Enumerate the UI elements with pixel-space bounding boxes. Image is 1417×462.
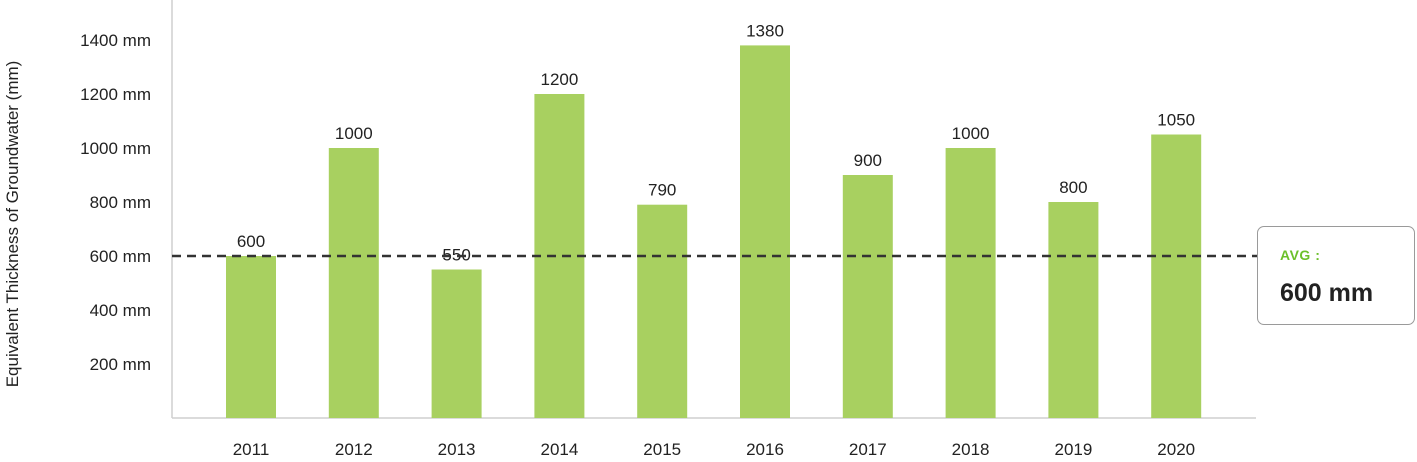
- bars: [226, 45, 1202, 419]
- y-tick-label: 1000 mm: [80, 139, 151, 158]
- y-tick-label: 1400 mm: [80, 31, 151, 50]
- x-tick-label-2017: 2017: [849, 440, 887, 459]
- bar-2017: [842, 175, 893, 418]
- data-label-2014: 1200: [540, 70, 578, 89]
- data-label-2011: 600: [237, 232, 265, 251]
- data-label-2015: 790: [648, 181, 676, 200]
- y-axis-title: Equivalent Thickness of Groundwater (mm): [3, 61, 22, 388]
- average-label: AVG :: [1280, 247, 1321, 263]
- data-label-2012: 1000: [335, 124, 373, 143]
- x-tick-label-2012: 2012: [335, 440, 373, 459]
- x-axis-ticks: 2011 2012 2013 2014 2015 2016 2017 2018 2019 2020: [233, 440, 1195, 459]
- bar-2015: [637, 204, 688, 418]
- x-tick-label-2016: 2016: [746, 440, 784, 459]
- y-tick-label: 400 mm: [90, 301, 151, 320]
- x-tick-label-2015: 2015: [643, 440, 681, 459]
- bar-2011: [226, 256, 276, 418]
- x-tick-label-2019: 2019: [1054, 440, 1092, 459]
- y-tick-label: 600 mm: [90, 247, 151, 266]
- x-tick-label-2013: 2013: [438, 440, 476, 459]
- bar-2013: [431, 269, 482, 418]
- data-labels: 600 1000 550 1200 790 1380 900 1000 800 1050: [237, 21, 1195, 264]
- data-label-2013: 550: [442, 246, 470, 265]
- x-tick-label-2014: 2014: [540, 440, 578, 459]
- bar-2012: [328, 148, 379, 418]
- bar-2018: [945, 148, 996, 418]
- bar-2020: [1151, 134, 1202, 418]
- y-tick-label: 800 mm: [90, 193, 151, 212]
- bar-2014: [534, 94, 585, 418]
- y-tick-label: 200 mm: [90, 355, 151, 374]
- bar-2019: [1048, 202, 1099, 418]
- bar-2016: [740, 45, 790, 419]
- y-axis-ticks: 200 mm 400 mm 600 mm 800 mm 1000 mm 1200 mm 14…: [80, 31, 151, 374]
- average-callout: AVG : 600 mm: [1257, 226, 1415, 325]
- average-value: 600 mm: [1280, 279, 1374, 307]
- x-tick-label-2020: 2020: [1157, 440, 1195, 459]
- data-label-2016: 1380: [746, 21, 784, 40]
- data-label-2020: 1050: [1157, 111, 1195, 130]
- data-label-2018: 1000: [952, 124, 990, 143]
- data-label-2019: 800: [1059, 178, 1087, 197]
- data-label-2017: 900: [854, 151, 882, 170]
- y-tick-label: 1200 mm: [80, 85, 151, 104]
- x-tick-label-2018: 2018: [952, 440, 990, 459]
- x-tick-label-2011: 2011: [233, 440, 270, 459]
